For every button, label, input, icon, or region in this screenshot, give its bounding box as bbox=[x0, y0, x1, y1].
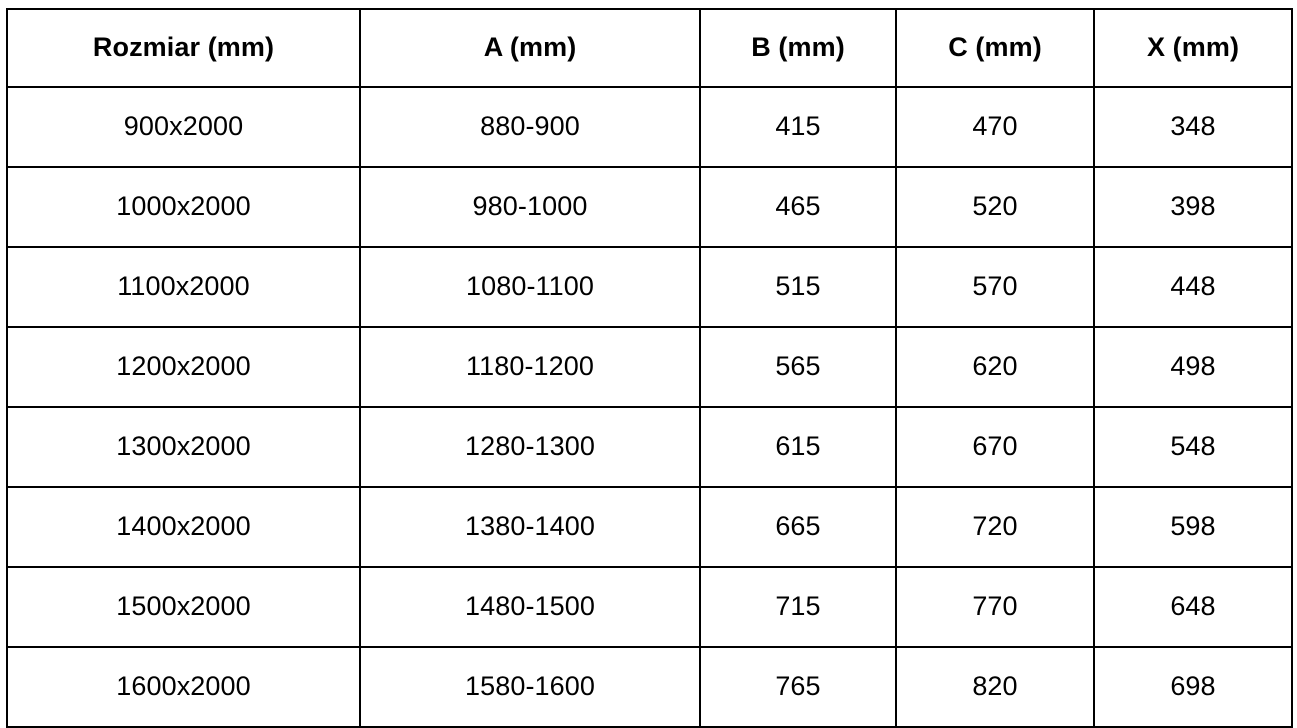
column-header-c: C (mm) bbox=[895, 8, 1095, 88]
size-table-container: Rozmiar (mm) A (mm) B (mm) C (mm) X (mm)… bbox=[6, 8, 1293, 728]
cell-x: 448 bbox=[1093, 246, 1293, 328]
cell-a: 1080-1100 bbox=[359, 246, 701, 328]
cell-x: 598 bbox=[1093, 486, 1293, 568]
column-header-size: Rozmiar (mm) bbox=[6, 8, 361, 88]
cell-b: 715 bbox=[699, 566, 897, 648]
cell-x: 648 bbox=[1093, 566, 1293, 648]
cell-x: 548 bbox=[1093, 406, 1293, 488]
cell-size: 1200x2000 bbox=[6, 326, 361, 408]
column-header-a: A (mm) bbox=[359, 8, 701, 88]
column-header-b: B (mm) bbox=[699, 8, 897, 88]
cell-c: 570 bbox=[895, 246, 1095, 328]
cell-c: 520 bbox=[895, 166, 1095, 248]
size-specification-table: Rozmiar (mm) A (mm) B (mm) C (mm) X (mm)… bbox=[6, 8, 1293, 728]
cell-a: 1580-1600 bbox=[359, 646, 701, 728]
cell-b: 615 bbox=[699, 406, 897, 488]
cell-b: 565 bbox=[699, 326, 897, 408]
cell-size: 900x2000 bbox=[6, 86, 361, 168]
cell-size: 1400x2000 bbox=[6, 486, 361, 568]
cell-c: 770 bbox=[895, 566, 1095, 648]
table-row: 1100x2000 1080-1100 515 570 448 bbox=[6, 246, 1293, 328]
table-row: 1400x2000 1380-1400 665 720 598 bbox=[6, 486, 1293, 568]
cell-c: 670 bbox=[895, 406, 1095, 488]
cell-c: 620 bbox=[895, 326, 1095, 408]
cell-b: 415 bbox=[699, 86, 897, 168]
cell-a: 980-1000 bbox=[359, 166, 701, 248]
cell-x: 698 bbox=[1093, 646, 1293, 728]
cell-b: 515 bbox=[699, 246, 897, 328]
cell-a: 1280-1300 bbox=[359, 406, 701, 488]
cell-c: 720 bbox=[895, 486, 1095, 568]
cell-b: 665 bbox=[699, 486, 897, 568]
table-row: 1000x2000 980-1000 465 520 398 bbox=[6, 166, 1293, 248]
table-body: 900x2000 880-900 415 470 348 1000x2000 9… bbox=[6, 86, 1293, 728]
cell-a: 880-900 bbox=[359, 86, 701, 168]
cell-a: 1380-1400 bbox=[359, 486, 701, 568]
table-row: 1300x2000 1280-1300 615 670 548 bbox=[6, 406, 1293, 488]
cell-x: 398 bbox=[1093, 166, 1293, 248]
cell-x: 498 bbox=[1093, 326, 1293, 408]
cell-size: 1600x2000 bbox=[6, 646, 361, 728]
table-row: 1500x2000 1480-1500 715 770 648 bbox=[6, 566, 1293, 648]
cell-b: 765 bbox=[699, 646, 897, 728]
table-header: Rozmiar (mm) A (mm) B (mm) C (mm) X (mm) bbox=[6, 8, 1293, 88]
cell-a: 1480-1500 bbox=[359, 566, 701, 648]
table-header-row: Rozmiar (mm) A (mm) B (mm) C (mm) X (mm) bbox=[6, 8, 1293, 88]
table-row: 1600x2000 1580-1600 765 820 698 bbox=[6, 646, 1293, 728]
cell-b: 465 bbox=[699, 166, 897, 248]
cell-c: 820 bbox=[895, 646, 1095, 728]
cell-c: 470 bbox=[895, 86, 1095, 168]
column-header-x: X (mm) bbox=[1093, 8, 1293, 88]
cell-size: 1300x2000 bbox=[6, 406, 361, 488]
cell-x: 348 bbox=[1093, 86, 1293, 168]
cell-size: 1100x2000 bbox=[6, 246, 361, 328]
cell-size: 1000x2000 bbox=[6, 166, 361, 248]
table-row: 1200x2000 1180-1200 565 620 498 bbox=[6, 326, 1293, 408]
table-row: 900x2000 880-900 415 470 348 bbox=[6, 86, 1293, 168]
cell-size: 1500x2000 bbox=[6, 566, 361, 648]
cell-a: 1180-1200 bbox=[359, 326, 701, 408]
